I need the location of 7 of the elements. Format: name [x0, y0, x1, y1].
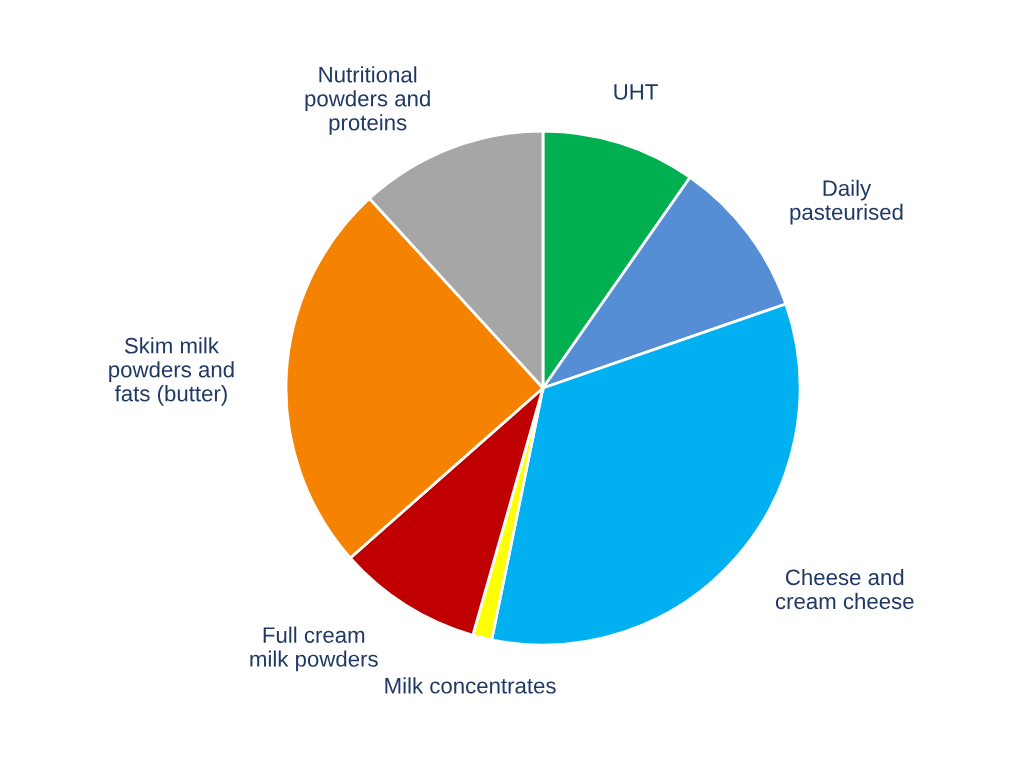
- slice-label: UHT: [614, 84, 658, 100]
- slice-label: Nutritional powders and proteins: [305, 66, 430, 135]
- slice-label: Skim milk powders and fats (butter): [109, 337, 234, 406]
- slice-label: Full cream milk powders: [250, 626, 378, 672]
- slice-label: Milk concentrates: [385, 677, 556, 694]
- slice-label: Cheese and cream cheese: [775, 568, 914, 610]
- slice-label: Daily pasteurised: [790, 179, 903, 225]
